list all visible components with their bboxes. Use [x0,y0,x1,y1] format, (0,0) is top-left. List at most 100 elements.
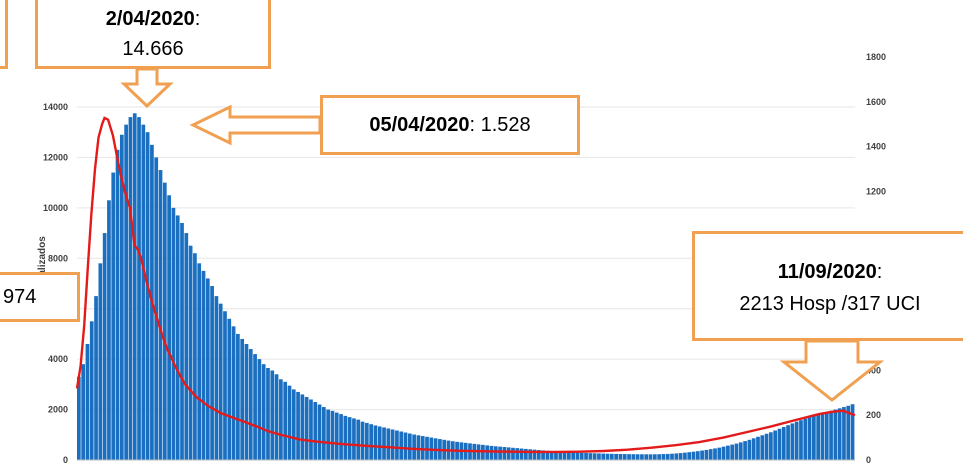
bar [528,449,533,460]
bar [489,445,494,460]
left-tick-label: 0 [63,455,68,465]
bar [644,454,649,460]
bar [386,428,391,460]
bar [597,453,601,460]
bar [343,415,348,461]
bar [704,449,709,460]
bar [751,438,756,460]
bar [683,452,687,460]
right-tick-label: 1600 [866,97,886,107]
bar [734,443,739,460]
bar [158,170,163,461]
arrow-shape [779,339,885,402]
bar [141,124,146,461]
bar [279,379,283,460]
bar [794,421,799,460]
bar [502,447,507,460]
bar [300,394,305,460]
bar [545,450,550,460]
bar [773,430,778,460]
bar [347,417,352,460]
bar [205,278,210,460]
bar [399,431,404,460]
bar [330,410,335,460]
bar [304,396,309,460]
arrow-shape [189,104,322,146]
bar [287,385,292,460]
bar [364,422,369,460]
bar [193,253,197,460]
bar [485,445,490,460]
uci-line [75,116,856,454]
bar [102,233,107,460]
bar [167,195,171,460]
bar [695,451,700,460]
callout-latest-date: 11/09/2020 [777,261,877,283]
bar [558,451,563,460]
bar [833,409,838,460]
callout-peak-uci: 05/04/2020: 1.528 [320,95,580,155]
bar [493,446,498,460]
arrow-down-latest [779,339,885,402]
bar [592,453,597,460]
bar [498,446,502,460]
right-tick-label: 1400 [866,142,886,152]
bar [416,435,421,460]
bar [188,245,193,460]
bar [137,117,141,460]
bar [373,425,378,460]
callout-peak-hosp: 2/04/2020: 14.666 [35,0,271,69]
bar [575,452,580,460]
bar [171,207,176,460]
bar [554,451,558,460]
bar [837,408,842,460]
bar [270,370,275,460]
bar [85,344,90,460]
callout-peak-uci-value: 1.528 [480,114,531,136]
bar [631,454,636,460]
bar [352,418,356,460]
left-tick-label: 14000 [43,102,68,112]
bar [609,453,614,460]
callout-peak-hosp-date: 2/04/2020 [105,8,195,30]
bar [726,445,730,460]
bar [266,367,270,460]
bar [536,450,541,460]
bar [584,452,588,460]
bar [807,417,812,460]
right-tick-label: 400 [866,365,881,375]
bar [665,453,670,460]
bar [175,215,180,460]
bar [248,349,253,460]
bar [119,134,124,461]
bar [756,436,760,460]
bar [687,452,692,460]
bar [648,454,653,460]
bar [812,415,816,460]
bar [713,448,717,460]
bar [326,409,330,460]
bar [678,453,683,460]
bar [77,376,81,460]
bar [98,263,103,460]
bar [721,446,726,460]
bar [618,454,623,460]
bar [111,172,116,460]
bar [184,233,189,460]
bar [786,425,790,460]
bar [635,454,640,460]
bar [420,436,425,460]
bar [274,374,279,460]
bar [532,449,537,460]
bar [210,286,214,460]
bar [515,448,520,460]
right-tick-label: 200 [866,410,881,420]
bar [567,452,571,460]
callout-left-partial-value: 974 [3,286,37,308]
bar [115,149,120,461]
bar [407,433,412,460]
bar [231,326,236,460]
bar [296,391,300,460]
callout-latest: 11/09/2020: 2213 Hosp /317 UCI [692,231,963,341]
